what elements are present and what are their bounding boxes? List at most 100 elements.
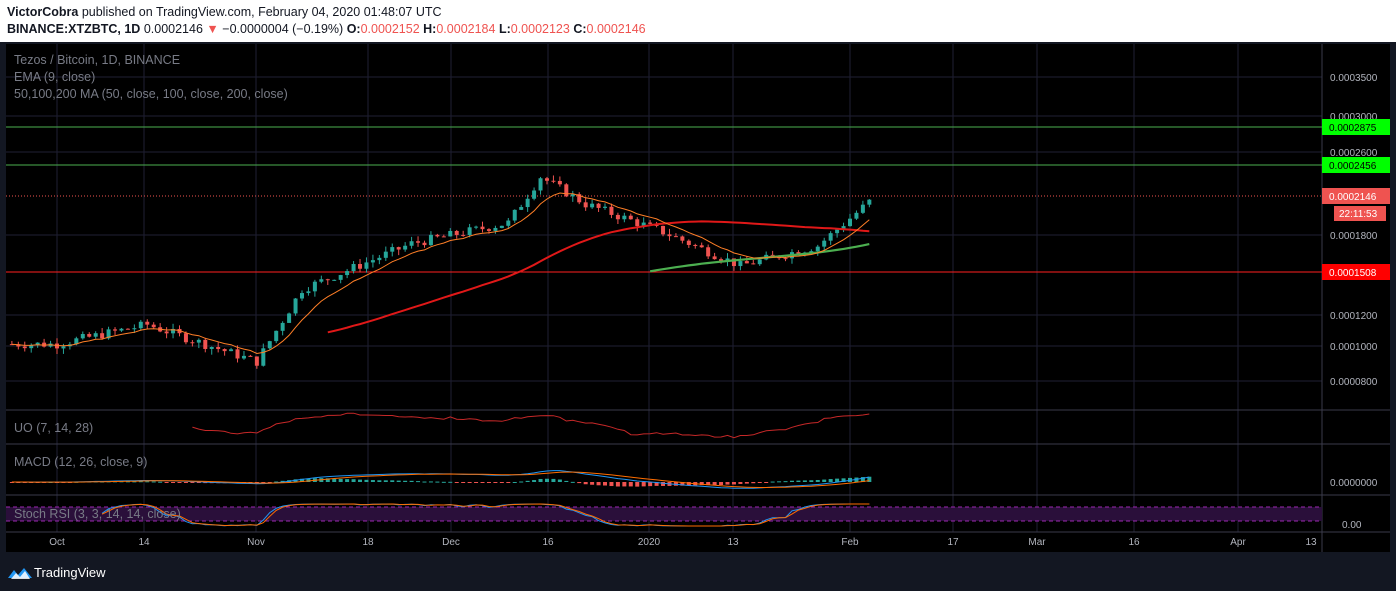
ema-line[interactable] bbox=[11, 192, 870, 355]
tradingview-logo-icon[interactable] bbox=[8, 566, 32, 580]
candle[interactable] bbox=[712, 256, 717, 260]
candle[interactable] bbox=[480, 226, 485, 230]
candle[interactable] bbox=[603, 206, 608, 208]
candle[interactable] bbox=[332, 279, 337, 281]
candle[interactable] bbox=[390, 247, 395, 252]
candle[interactable] bbox=[35, 342, 40, 345]
candle[interactable] bbox=[29, 344, 34, 349]
stoch-legend[interactable]: Stoch RSI (3, 3, 14, 14, close) bbox=[14, 507, 181, 521]
candle[interactable] bbox=[93, 333, 98, 337]
candle[interactable] bbox=[719, 259, 724, 262]
candle[interactable] bbox=[615, 214, 620, 220]
candle[interactable] bbox=[551, 180, 556, 182]
candle[interactable] bbox=[325, 279, 330, 281]
candle[interactable] bbox=[809, 251, 814, 253]
candle[interactable] bbox=[519, 207, 524, 210]
candle[interactable] bbox=[448, 230, 453, 237]
candle[interactable] bbox=[171, 328, 176, 334]
ma-legend[interactable]: 50,100,200 MA (50, close, 100, close, 20… bbox=[14, 87, 288, 101]
candle[interactable] bbox=[815, 246, 820, 252]
candle[interactable] bbox=[106, 329, 111, 339]
candle[interactable] bbox=[248, 355, 253, 357]
candle[interactable] bbox=[338, 275, 343, 280]
candle[interactable] bbox=[544, 178, 549, 181]
candle[interactable] bbox=[16, 344, 21, 347]
candle[interactable] bbox=[138, 321, 143, 329]
candle[interactable] bbox=[125, 328, 130, 330]
candle[interactable] bbox=[190, 342, 195, 344]
candle[interactable] bbox=[667, 234, 672, 237]
candle[interactable] bbox=[706, 247, 711, 257]
candle[interactable] bbox=[596, 203, 601, 208]
candle[interactable] bbox=[474, 226, 479, 228]
candle[interactable] bbox=[164, 331, 169, 334]
candle[interactable] bbox=[822, 240, 827, 247]
candle[interactable] bbox=[396, 247, 401, 250]
candle[interactable] bbox=[499, 225, 504, 228]
uo-legend[interactable]: UO (7, 14, 28) bbox=[14, 421, 93, 435]
candle[interactable] bbox=[557, 180, 562, 185]
candle[interactable] bbox=[854, 212, 859, 219]
price-axis[interactable]: 0.0003500 0.0003000 0.0002600 0.0001800 … bbox=[1330, 73, 1378, 531]
candle[interactable] bbox=[299, 293, 304, 299]
candle[interactable] bbox=[512, 209, 517, 221]
candle[interactable] bbox=[628, 215, 633, 220]
candle[interactable] bbox=[100, 333, 105, 339]
candle[interactable] bbox=[467, 227, 472, 236]
candle[interactable] bbox=[151, 324, 156, 328]
candle[interactable] bbox=[744, 261, 749, 264]
candle[interactable] bbox=[274, 330, 279, 342]
candle[interactable] bbox=[525, 198, 530, 208]
candle[interactable] bbox=[383, 251, 388, 258]
candle[interactable] bbox=[351, 264, 356, 272]
candle[interactable] bbox=[564, 184, 569, 197]
candle[interactable] bbox=[287, 313, 292, 323]
candle[interactable] bbox=[22, 346, 27, 349]
ma50-line[interactable] bbox=[327, 220, 870, 334]
macd-signal-line[interactable] bbox=[11, 471, 870, 488]
price-chart[interactable]: Tezos / Bitcoin, 1D, BINANCE EMA (9, clo… bbox=[6, 44, 1390, 552]
candle[interactable] bbox=[770, 254, 775, 256]
candle[interactable] bbox=[428, 234, 433, 246]
candle[interactable] bbox=[686, 240, 691, 245]
candle[interactable] bbox=[183, 333, 188, 343]
candle[interactable] bbox=[203, 339, 208, 349]
candle[interactable] bbox=[74, 338, 79, 345]
candle[interactable] bbox=[132, 328, 137, 330]
candle[interactable] bbox=[403, 245, 408, 250]
candle[interactable] bbox=[409, 241, 414, 246]
candle[interactable] bbox=[416, 241, 421, 243]
candle[interactable] bbox=[319, 279, 324, 282]
uo-line[interactable] bbox=[192, 412, 870, 439]
candle[interactable] bbox=[280, 322, 285, 331]
candle[interactable] bbox=[358, 264, 363, 269]
candle[interactable] bbox=[235, 349, 240, 359]
candle[interactable] bbox=[254, 356, 259, 366]
ema-legend[interactable]: EMA (9, close) bbox=[14, 70, 95, 84]
candle[interactable] bbox=[583, 202, 588, 208]
candle[interactable] bbox=[422, 242, 427, 246]
candle[interactable] bbox=[860, 204, 865, 213]
candle[interactable] bbox=[570, 194, 575, 197]
candle[interactable] bbox=[609, 206, 614, 215]
candle[interactable] bbox=[80, 334, 85, 339]
candle[interactable] bbox=[867, 199, 872, 205]
candle[interactable] bbox=[364, 262, 369, 269]
candle[interactable] bbox=[241, 355, 246, 359]
candle[interactable] bbox=[693, 244, 698, 246]
candle[interactable] bbox=[196, 339, 201, 343]
candle[interactable] bbox=[61, 346, 66, 349]
candle[interactable] bbox=[848, 218, 852, 227]
candle[interactable] bbox=[738, 261, 743, 267]
chart-panel[interactable]: Tezos / Bitcoin, 1D, BINANCE EMA (9, clo… bbox=[6, 44, 1390, 552]
candle[interactable] bbox=[209, 347, 214, 349]
candle[interactable] bbox=[145, 321, 150, 325]
candle[interactable] bbox=[293, 298, 298, 314]
candle[interactable] bbox=[493, 227, 498, 231]
candle[interactable] bbox=[699, 245, 704, 248]
candle[interactable] bbox=[267, 341, 272, 349]
candle[interactable] bbox=[841, 226, 846, 230]
candle[interactable] bbox=[177, 328, 182, 334]
candle[interactable] bbox=[828, 233, 833, 241]
candle[interactable] bbox=[641, 222, 646, 227]
